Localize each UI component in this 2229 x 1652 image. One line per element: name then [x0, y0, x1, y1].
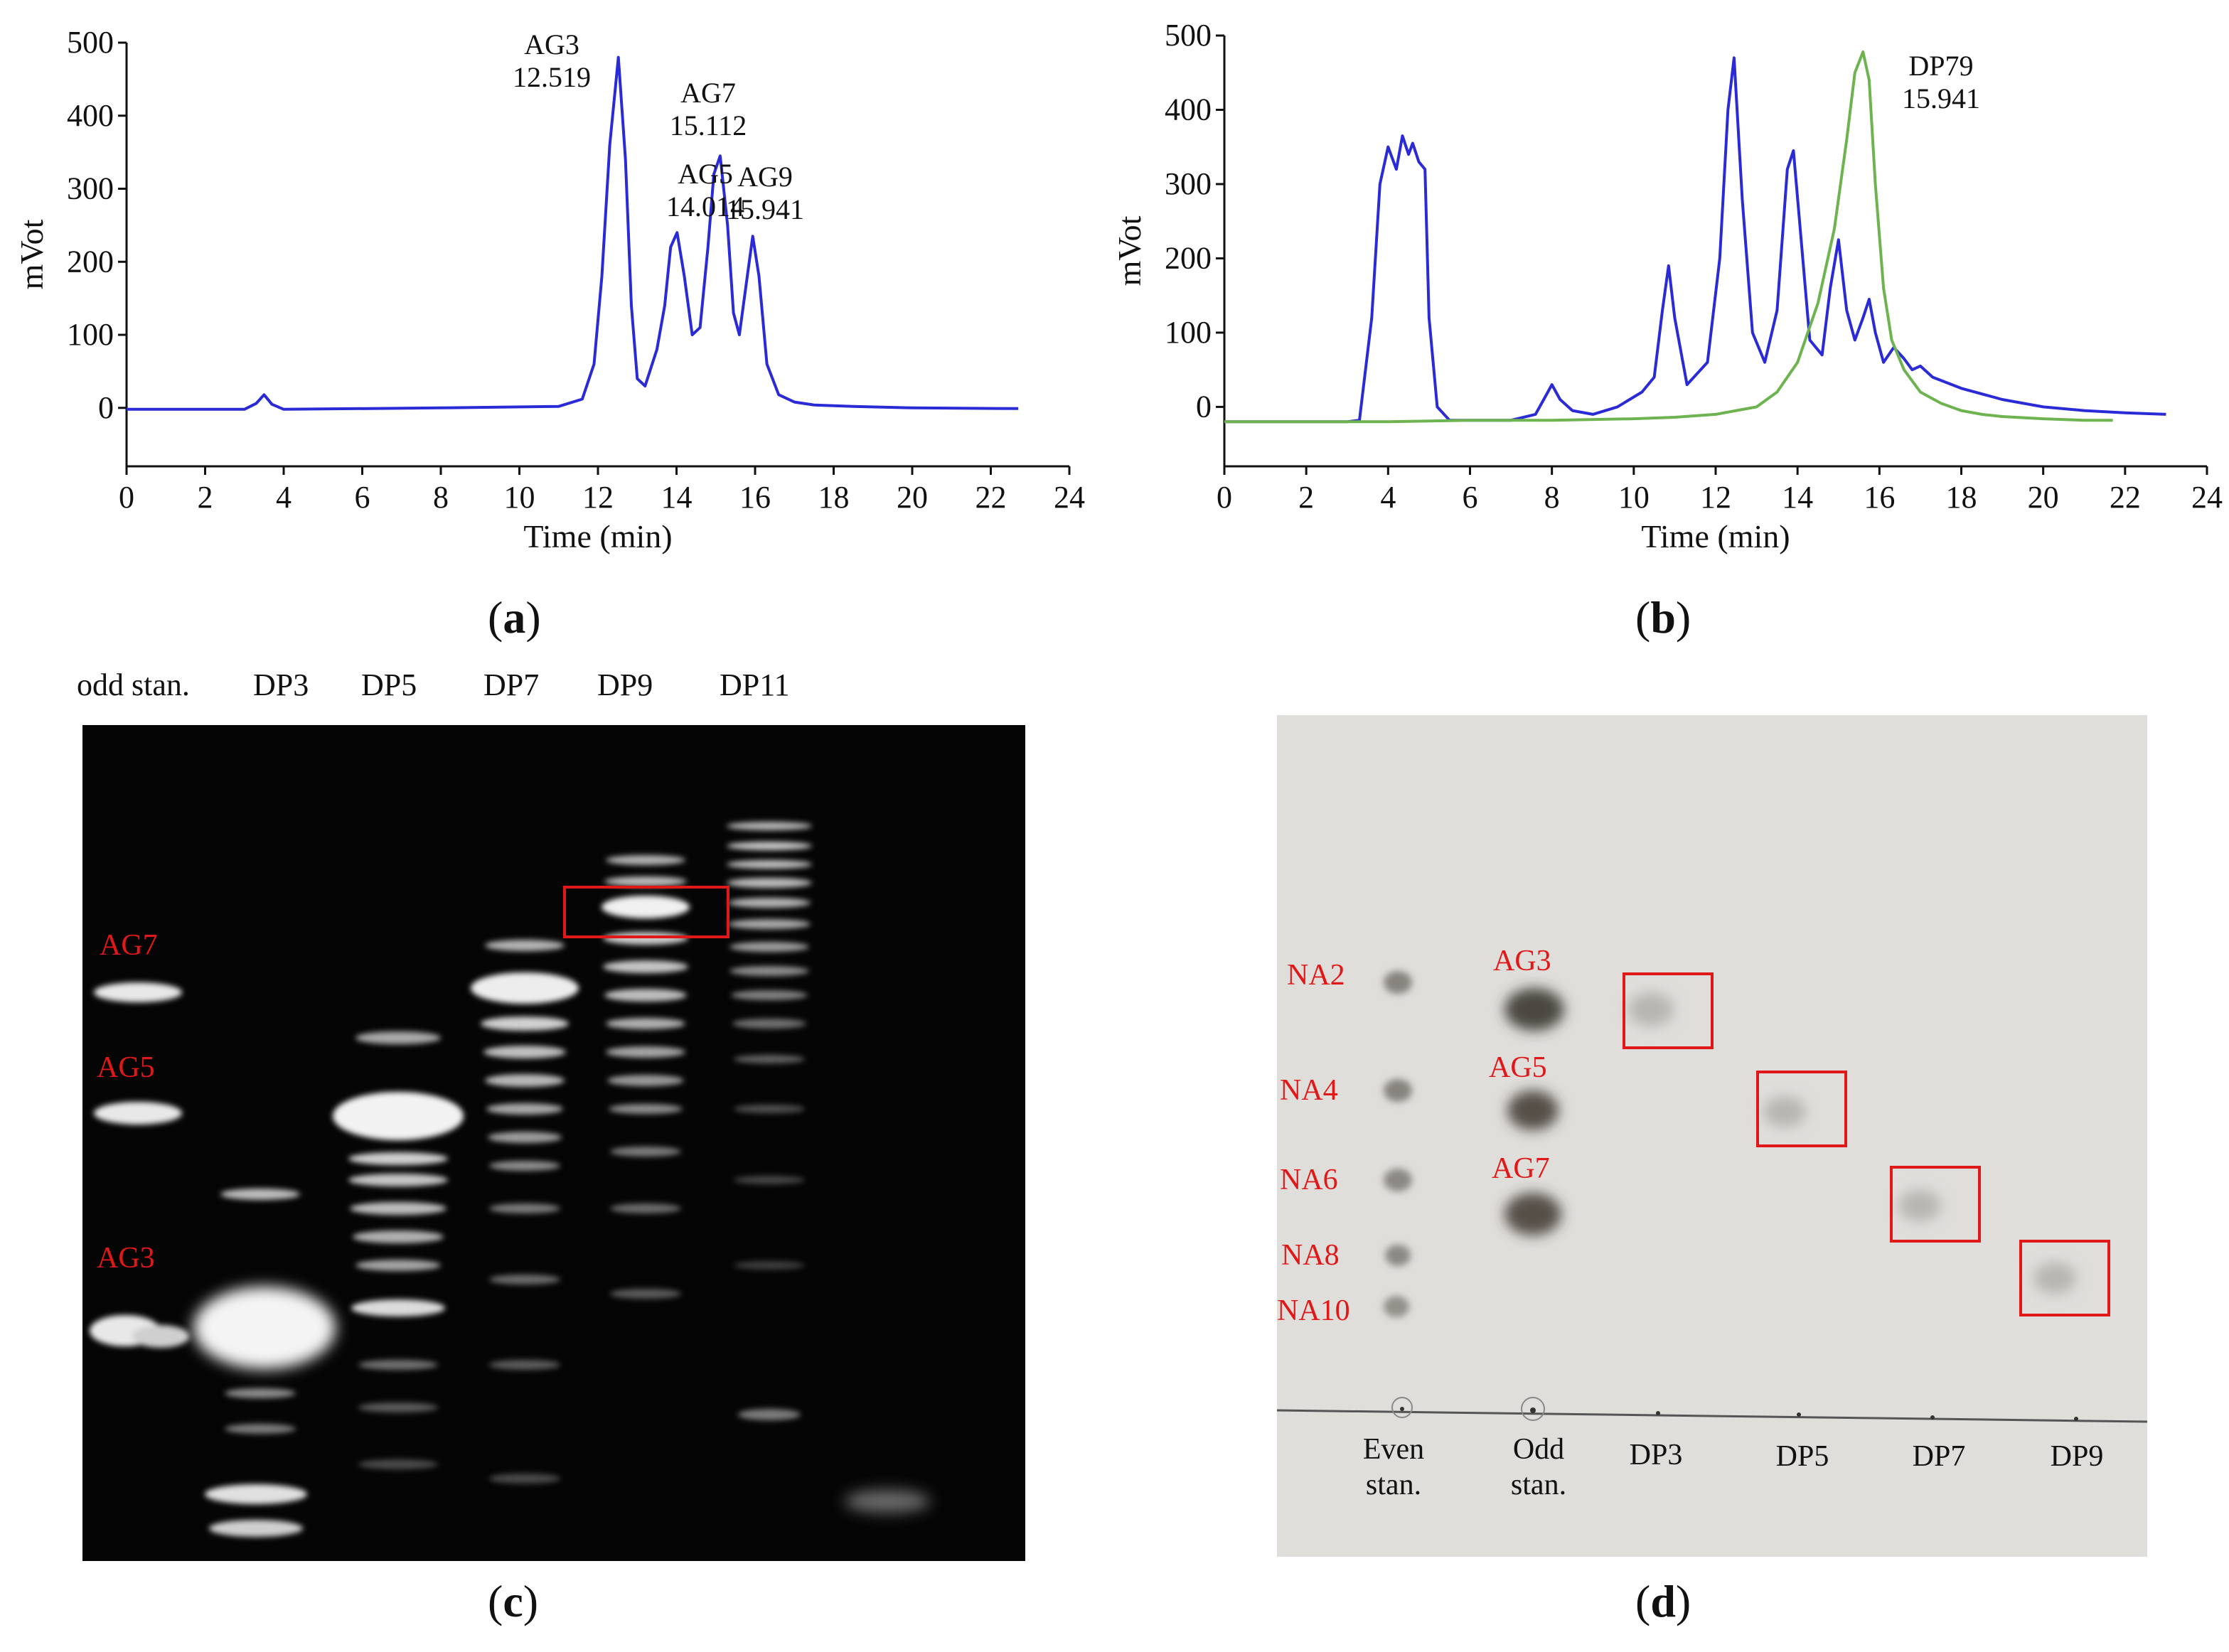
x-tick-label: 10: [1618, 480, 1650, 515]
series-line-sample: [1224, 56, 2166, 424]
gel-lane-label: DP9: [597, 667, 653, 702]
x-tick-label: 20: [897, 480, 928, 515]
tlc-even-label: NA6: [1280, 1164, 1338, 1196]
tlc-lane-label: DP5: [1775, 1440, 1829, 1473]
gel-marker-label: AG5: [97, 1051, 155, 1084]
y-axis-title: mVot: [1111, 215, 1148, 286]
x-tick-label: 2: [198, 480, 213, 515]
series-line-DP79: [1224, 50, 2113, 424]
tlc-lane-label: Even stan.: [1362, 1433, 1425, 1501]
peak-time: 15.941: [1902, 82, 1980, 114]
x-tick-label: 8: [1544, 480, 1560, 515]
tlc-lane-label: Odd stan.: [1510, 1433, 1567, 1501]
peak-time: 12.519: [513, 61, 591, 93]
gel-lane-label: odd stan.: [77, 667, 190, 702]
tlc-even-label: NA10: [1277, 1294, 1350, 1327]
panel-label-b: (b): [1635, 592, 1691, 643]
peak-time: 14.014: [666, 191, 744, 222]
tlc-even-label: NA2: [1287, 959, 1345, 992]
x-tick-label: 6: [1463, 480, 1478, 515]
y-tick-label: 200: [67, 244, 114, 279]
tlc-even-label: NA8: [1281, 1239, 1340, 1272]
x-tick-label: 14: [661, 480, 693, 515]
peak-label: DP79: [1908, 50, 1973, 82]
gel-lane-label: DP7: [483, 667, 540, 702]
x-tick-label: 22: [975, 480, 1007, 515]
y-tick-label: 300: [1165, 166, 1212, 201]
peak-label: AG3: [524, 28, 579, 60]
x-axis-title: Time (min): [523, 518, 672, 554]
tlc-even-label: NA4: [1280, 1074, 1338, 1107]
y-tick-label: 0: [1196, 389, 1212, 424]
y-axis-title: mVot: [14, 219, 50, 289]
tlc-odd-label: AG7: [1492, 1152, 1550, 1185]
y-tick-label: 0: [98, 390, 114, 425]
y-tick-label: 300: [67, 171, 114, 206]
x-tick-label: 24: [1054, 480, 1085, 515]
x-tick-label: 18: [1946, 480, 1977, 515]
x-tick-label: 12: [582, 480, 614, 515]
x-axis-title: Time (min): [1641, 518, 1790, 554]
y-tick-label: 100: [1165, 315, 1212, 350]
x-tick-label: 18: [818, 480, 850, 515]
chromatogram-a: 0 2 4 6 8 10 12 14 16 18 20 22 240100200300400500Tim…: [14, 25, 1085, 554]
peak-label: AG5: [678, 158, 733, 190]
gel-lane-label: DP11: [720, 667, 790, 702]
tlc-lane-label: DP3: [1629, 1439, 1683, 1471]
panel-label-d: (d): [1635, 1576, 1691, 1626]
x-tick-label: 0: [119, 480, 134, 515]
series-line-standards: [127, 55, 1019, 411]
x-tick-label: 22: [2110, 480, 2141, 515]
x-tick-label: 12: [1700, 480, 1731, 515]
peak-time: 15.941: [726, 193, 804, 225]
y-tick-label: 400: [1165, 92, 1212, 127]
x-tick-label: 10: [504, 480, 535, 515]
x-tick-label: 2: [1298, 480, 1314, 515]
x-tick-label: 6: [355, 480, 370, 515]
x-tick-label: 14: [1782, 480, 1813, 515]
gel-lane-label: DP5: [361, 667, 417, 702]
tlc-lane-label: DP7: [1912, 1440, 1966, 1473]
y-tick-label: 500: [1165, 18, 1212, 53]
y-tick-label: 500: [67, 25, 114, 60]
panel-label-a: (a): [488, 592, 541, 643]
x-tick-label: 20: [2028, 480, 2059, 515]
tlc-plate: [1276, 715, 2148, 1557]
x-tick-label: 0: [1217, 480, 1232, 515]
x-tick-label: 24: [2191, 480, 2223, 515]
y-tick-label: 200: [1165, 240, 1212, 275]
gel-lane-label: DP3: [253, 667, 309, 702]
x-tick-label: 4: [1380, 480, 1396, 515]
gel-image: [82, 725, 1025, 1561]
tlc-lane-label: DP9: [2050, 1440, 2104, 1473]
x-tick-label: 16: [739, 480, 771, 515]
peak-label: AG9: [737, 161, 793, 193]
panel-label-c: (c): [488, 1576, 539, 1626]
peak-label: AG7: [680, 77, 736, 109]
tlc-odd-label: AG5: [1489, 1051, 1547, 1084]
y-tick-label: 100: [67, 317, 114, 352]
x-tick-label: 4: [276, 480, 292, 515]
tlc-odd-label: AG3: [1493, 945, 1551, 977]
peak-time: 15.112: [670, 109, 747, 141]
x-tick-label: 16: [1864, 480, 1895, 515]
chromatogram-b: 0 2 4 6 8 10 12 14 16 18 20 22 240100200300400500Tim…: [1111, 18, 2223, 554]
gel-marker-label: AG3: [97, 1242, 155, 1275]
gel-marker-label: AG7: [100, 929, 158, 962]
x-tick-label: 8: [433, 480, 449, 515]
y-tick-label: 400: [67, 98, 114, 133]
